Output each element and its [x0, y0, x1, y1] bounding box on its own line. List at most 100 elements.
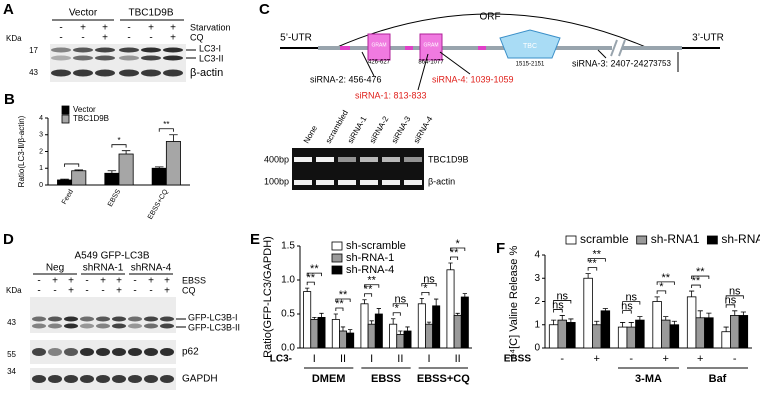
error-bar — [455, 312, 460, 316]
band — [48, 375, 62, 383]
significance-bracket — [622, 310, 632, 314]
lane-label: siRNA-1 — [346, 114, 369, 145]
bar — [396, 333, 405, 349]
domain-range: 864-1077 — [418, 60, 444, 66]
panel-label: D — [3, 231, 14, 248]
significance-label: ns — [725, 295, 737, 307]
gram-domain — [419, 33, 443, 61]
bar — [626, 326, 636, 349]
bar — [548, 324, 559, 349]
x-tick-label: Feed — [61, 188, 75, 205]
significance-label: ns — [621, 301, 633, 313]
sign: + — [52, 276, 58, 287]
bar — [652, 301, 662, 349]
band — [32, 348, 46, 356]
significance-label: ** — [306, 272, 315, 284]
y-tick-label: 4 — [534, 250, 540, 261]
significance-bracket — [691, 284, 701, 289]
row-label: CQ — [190, 32, 204, 42]
significance-bracket — [392, 303, 408, 307]
band — [96, 375, 110, 383]
significance-bracket — [306, 281, 315, 286]
band — [163, 55, 183, 61]
bar — [686, 296, 697, 349]
significance-label: ns — [552, 299, 564, 311]
group-label: shRNA-1 — [83, 263, 124, 274]
y-tick-label: 1 — [39, 165, 43, 172]
bar — [566, 322, 576, 349]
marker: 43 — [7, 318, 16, 327]
band — [95, 55, 115, 61]
band — [160, 316, 174, 322]
y-axis-label: ¹⁴[C] Valine Release % — [508, 246, 520, 358]
y-axis-label: Ratio(GFP-LC3/GAPDH) — [262, 236, 274, 358]
error-bar — [637, 316, 643, 321]
panel-label: C — [259, 1, 270, 18]
error-bar — [740, 311, 746, 316]
break-mark — [618, 39, 626, 57]
bar — [635, 319, 645, 349]
error-bar — [391, 318, 396, 325]
sign: - — [127, 33, 130, 44]
error-bar — [398, 330, 403, 335]
gel-band — [382, 180, 400, 185]
band — [128, 348, 142, 356]
y-tick-label: 0.5 — [281, 309, 295, 320]
lane-label: siRNA-2 — [368, 114, 391, 145]
bar — [721, 331, 731, 349]
sirna-label: siRNA-4: 1039-1059 — [432, 74, 514, 84]
lane-label: None — [302, 124, 320, 146]
domain-range: 1515-2151 — [516, 62, 545, 68]
significance-label: ** — [592, 249, 601, 261]
row-label: CQ — [182, 285, 196, 295]
error-bar — [620, 322, 626, 328]
error-bar — [663, 316, 669, 321]
group-label: Baf — [709, 373, 727, 385]
error-bar — [319, 312, 324, 318]
significance-bracket — [450, 247, 466, 251]
sign: - — [133, 276, 136, 287]
band — [64, 316, 78, 322]
sign: - — [101, 286, 104, 297]
error-bar — [671, 320, 677, 325]
utr-label: 3’-UTR — [692, 33, 724, 44]
orf-arc — [334, 13, 649, 49]
x-tick-label: - — [560, 353, 564, 365]
significance-bracket — [553, 309, 563, 313]
band — [48, 323, 62, 329]
size-label: 400bp — [264, 154, 289, 164]
significance-label: ** — [696, 266, 705, 278]
sign: - — [81, 33, 84, 44]
bar — [374, 313, 383, 349]
bar — [617, 326, 628, 349]
error-bar — [376, 308, 381, 314]
panel-label: F — [496, 240, 505, 257]
band — [51, 47, 71, 53]
bar — [360, 303, 369, 349]
legend-swatch — [636, 235, 648, 245]
x-tick-label: II — [397, 353, 403, 365]
error-bar — [348, 329, 353, 334]
domain-range: 426-627 — [368, 60, 391, 66]
y-tick-label: 1 — [534, 319, 540, 330]
bar — [704, 317, 714, 349]
group-label: TBC1D9B — [128, 8, 173, 19]
bar — [317, 316, 326, 349]
band-label: LC3-II — [199, 53, 224, 63]
band — [163, 47, 183, 53]
blot-title: A549 GFP-LC3B — [74, 251, 149, 262]
group-prefix: LC3- — [270, 354, 292, 365]
row-label: EBSS — [504, 354, 532, 365]
legend-label: sh-RNA1 — [651, 232, 700, 246]
significance-bracket — [725, 304, 736, 308]
bar — [600, 310, 611, 349]
bar — [661, 319, 671, 349]
bar — [738, 315, 749, 349]
gel-band — [404, 180, 422, 185]
significance-label: ** — [661, 272, 670, 284]
sign: + — [164, 276, 170, 287]
sign: + — [100, 276, 106, 287]
error-bar — [723, 326, 729, 332]
bar — [417, 303, 426, 349]
bar — [557, 319, 567, 349]
